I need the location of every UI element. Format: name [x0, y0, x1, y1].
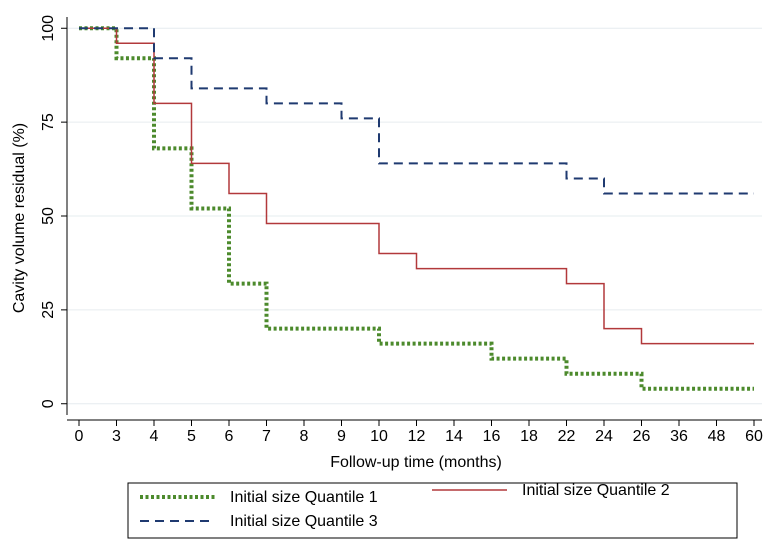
legend-box — [127, 482, 738, 539]
x-axis-title: Follow-up time (months) — [330, 454, 502, 471]
x-tick-label: 22 — [558, 428, 576, 445]
legend-label: Initial size Quantile 2 — [522, 482, 670, 499]
y-tick-label: 100 — [40, 15, 57, 42]
x-tick-label: 4 — [150, 428, 159, 445]
x-tick-label: 8 — [300, 428, 309, 445]
x-tick-label: 48 — [708, 428, 726, 445]
x-tick-label: 0 — [75, 428, 84, 445]
survival-line — [79, 27, 754, 195]
y-tick-label: 25 — [40, 301, 57, 319]
legend-label: Initial size Quantile 1 — [230, 489, 378, 506]
legend-label: Initial size Quantile 3 — [230, 513, 378, 530]
x-tick-label: 18 — [520, 428, 538, 445]
y-tick-label: 75 — [40, 113, 57, 131]
x-tick-label: 24 — [595, 428, 613, 445]
x-tick-label: 14 — [445, 428, 463, 445]
x-tick-label: 7 — [262, 428, 271, 445]
x-tick-label: 6 — [225, 428, 234, 445]
y-tick-label: 0 — [40, 399, 57, 408]
y-axis-title: Cavity volume residual (%) — [11, 123, 28, 313]
x-tick-label: 10 — [370, 428, 388, 445]
survival-line — [79, 26, 754, 391]
y-tick-label: 50 — [40, 207, 57, 225]
x-tick-label: 9 — [337, 428, 346, 445]
x-tick-label: 3 — [112, 428, 121, 445]
survival-line — [79, 27, 754, 345]
x-tick-label: 60 — [745, 428, 763, 445]
x-tick-label: 16 — [483, 428, 501, 445]
x-tick-label: 5 — [187, 428, 196, 445]
x-tick-label: 26 — [633, 428, 651, 445]
x-tick-label: 36 — [670, 428, 688, 445]
x-tick-label: 12 — [408, 428, 426, 445]
